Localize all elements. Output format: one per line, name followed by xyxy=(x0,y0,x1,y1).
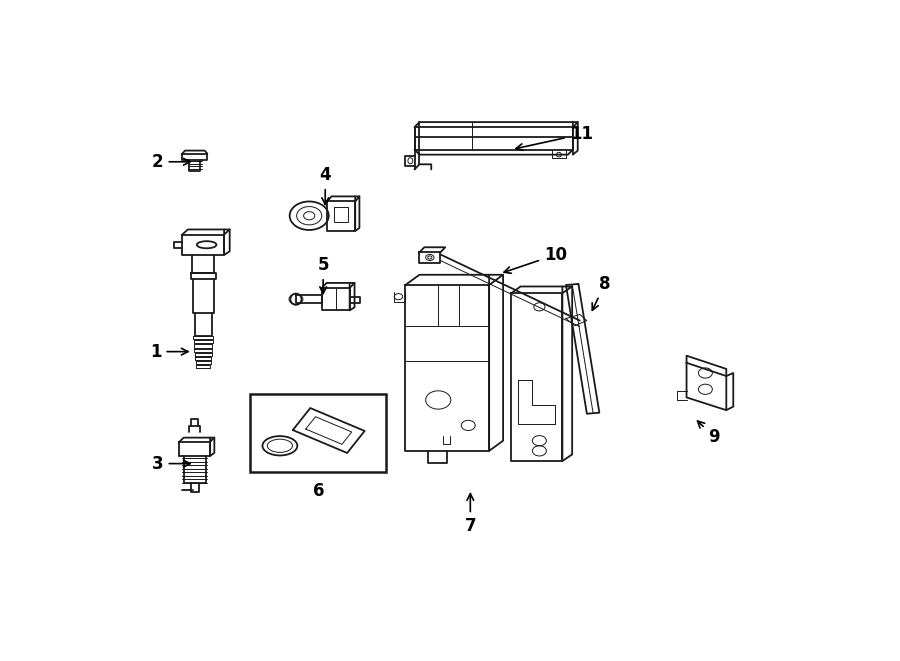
Text: 2: 2 xyxy=(152,153,190,171)
Text: 6: 6 xyxy=(312,482,324,500)
Text: 3: 3 xyxy=(152,455,190,473)
Text: 7: 7 xyxy=(464,494,476,535)
Bar xyxy=(250,393,386,473)
Text: 4: 4 xyxy=(320,166,331,204)
Text: 10: 10 xyxy=(504,246,567,273)
Text: 11: 11 xyxy=(516,126,593,151)
Text: 9: 9 xyxy=(698,421,720,446)
Text: 5: 5 xyxy=(318,256,328,293)
Text: 1: 1 xyxy=(150,342,188,361)
Text: 8: 8 xyxy=(592,275,611,310)
